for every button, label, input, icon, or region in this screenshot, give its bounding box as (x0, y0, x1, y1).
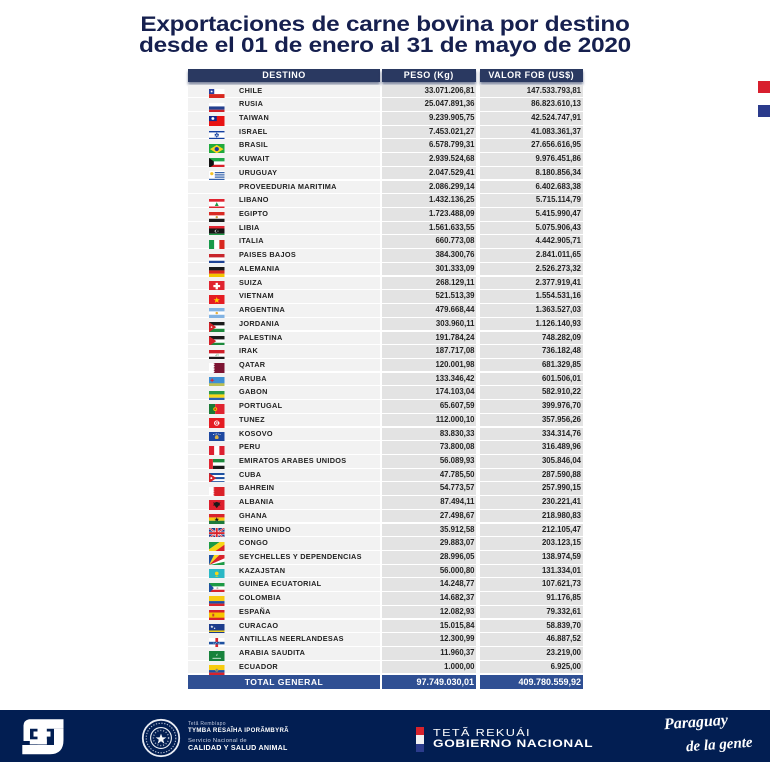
svg-text:اك: اك (215, 353, 219, 357)
svg-text:لا: لا (216, 653, 218, 657)
